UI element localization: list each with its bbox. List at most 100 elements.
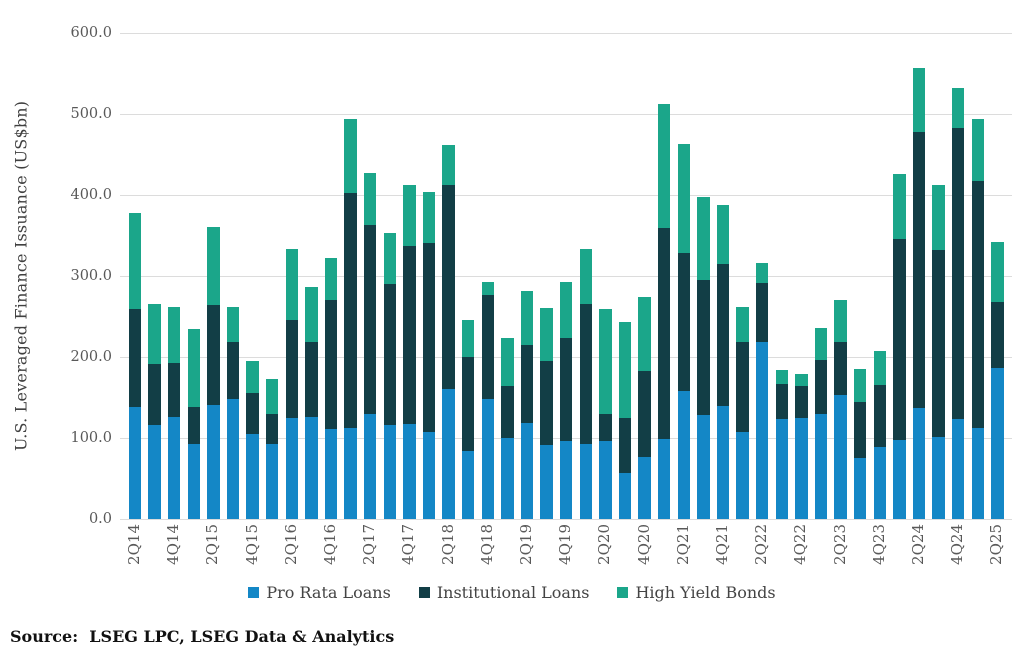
y-tick-label-600: 600.0	[70, 25, 112, 41]
segment-high-yield-bonds-4Q15	[246, 361, 259, 393]
legend: Pro Rata Loans Institutional Loans High Yi…	[0, 583, 1024, 602]
segment-institutional-loans-3Q22	[775, 383, 789, 420]
segment-pro-rata-loans-2Q21	[677, 391, 691, 519]
bar-4Q21	[716, 204, 730, 519]
legend-swatch-institutional-loans	[418, 587, 430, 598]
segment-high-yield-bonds-3Q15	[226, 306, 240, 343]
segment-pro-rata-loans-2Q23	[834, 395, 847, 519]
segment-pro-rata-loans-1Q23	[814, 413, 828, 519]
segment-pro-rata-loans-1Q20	[579, 443, 593, 519]
x-tick-label-2Q23: 2Q23	[830, 524, 849, 565]
segment-high-yield-bonds-2Q25	[991, 242, 1004, 302]
bar-3Q14	[148, 304, 161, 519]
segment-high-yield-bonds-2Q19	[520, 290, 534, 345]
bar-4Q16	[324, 258, 338, 519]
x-tick-label-4Q23: 4Q23	[869, 524, 888, 565]
segment-institutional-loans-1Q23	[814, 360, 828, 414]
segment-pro-rata-loans-3Q14	[148, 425, 161, 519]
x-tick-label-4Q20: 4Q20	[634, 524, 653, 565]
segment-institutional-loans-2Q17	[363, 225, 377, 414]
bar-3Q22	[775, 370, 789, 519]
segment-pro-rata-loans-4Q15	[246, 433, 259, 519]
bar-2Q17	[363, 173, 377, 519]
segment-institutional-loans-1Q25	[971, 181, 985, 429]
segment-pro-rata-loans-2Q16	[285, 417, 299, 519]
segment-high-yield-bonds-1Q19	[501, 337, 514, 387]
segment-high-yield-bonds-4Q16	[324, 258, 338, 300]
segment-pro-rata-loans-4Q16	[324, 429, 338, 519]
segment-high-yield-bonds-1Q20	[579, 249, 593, 305]
segment-pro-rata-loans-1Q25	[971, 428, 985, 519]
bar-2Q14	[128, 212, 142, 519]
segment-pro-rata-loans-4Q23	[873, 446, 887, 519]
segment-pro-rata-loans-4Q19	[559, 441, 573, 519]
bar-2Q25	[991, 242, 1004, 519]
segment-high-yield-bonds-4Q14	[167, 306, 181, 363]
segment-high-yield-bonds-3Q20	[618, 322, 632, 418]
segment-high-yield-bonds-3Q22	[775, 370, 789, 384]
segment-institutional-loans-1Q24	[893, 238, 906, 440]
segment-institutional-loans-2Q14	[128, 309, 142, 408]
segment-pro-rata-loans-4Q20	[638, 456, 651, 519]
segment-pro-rata-loans-3Q16	[305, 416, 318, 519]
y-tick-label-300: 300.0	[70, 268, 112, 284]
segment-pro-rata-loans-3Q15	[226, 399, 240, 519]
segment-pro-rata-loans-3Q24	[932, 437, 945, 519]
x-tick-label-2Q14: 2Q14	[125, 524, 143, 565]
segment-institutional-loans-1Q18	[422, 242, 436, 432]
bar-4Q24	[951, 88, 965, 519]
segment-pro-rata-loans-4Q17	[403, 424, 416, 519]
segment-pro-rata-loans-3Q23	[853, 458, 867, 519]
x-tick-label-4Q14: 4Q14	[164, 524, 183, 565]
segment-pro-rata-loans-1Q16	[265, 443, 279, 519]
bar-1Q24	[893, 173, 906, 519]
segment-pro-rata-loans-4Q18	[481, 399, 495, 519]
x-tick-label-4Q21: 4Q21	[713, 524, 731, 565]
x-tick-label-4Q18: 4Q18	[477, 524, 496, 565]
segment-high-yield-bonds-2Q24	[912, 67, 926, 132]
bar-2Q22	[755, 263, 769, 519]
segment-institutional-loans-3Q17	[383, 284, 397, 425]
bar-3Q18	[461, 319, 475, 519]
segment-high-yield-bonds-3Q17	[383, 233, 397, 285]
segment-institutional-loans-2Q20	[599, 413, 612, 442]
plot-area	[120, 32, 1012, 520]
segment-pro-rata-loans-1Q18	[422, 431, 436, 519]
segment-high-yield-bonds-4Q20	[638, 297, 651, 371]
bar-4Q18	[481, 282, 495, 519]
legend-swatch-high-yield-bonds	[617, 587, 629, 598]
x-tick-label-4Q17: 4Q17	[399, 524, 418, 565]
segment-institutional-loans-1Q20	[579, 304, 593, 444]
segment-pro-rata-loans-1Q22	[736, 432, 749, 519]
x-tick-label-2Q22: 2Q22	[752, 524, 771, 565]
bar-3Q19	[540, 307, 553, 519]
bar-4Q22	[795, 373, 808, 519]
source-note: Source: LSEG LPC, LSEG Data & Analytics	[10, 627, 395, 646]
segment-institutional-loans-2Q19	[520, 344, 534, 423]
segment-pro-rata-loans-4Q21	[716, 406, 730, 519]
legend-item-pro-rata-loans: Pro Rata Loans	[248, 583, 391, 602]
x-tick-label-2Q24: 2Q24	[909, 524, 927, 565]
bar-1Q21	[657, 104, 671, 519]
x-tick-label-2Q20: 2Q20	[595, 524, 614, 565]
segment-institutional-loans-1Q16	[265, 413, 279, 444]
segment-high-yield-bonds-3Q18	[461, 319, 475, 357]
segment-institutional-loans-4Q19	[559, 338, 573, 442]
segment-pro-rata-loans-1Q15	[187, 443, 201, 519]
segment-pro-rata-loans-3Q17	[383, 425, 397, 519]
segment-pro-rata-loans-3Q18	[461, 451, 475, 519]
legend-label-high-yield-bonds: High Yield Bonds	[635, 583, 776, 602]
segment-institutional-loans-1Q17	[344, 192, 357, 429]
segment-institutional-loans-4Q16	[324, 299, 338, 430]
segment-institutional-loans-4Q21	[716, 263, 730, 407]
bar-4Q17	[403, 185, 416, 519]
segment-high-yield-bonds-2Q23	[834, 299, 847, 342]
bar-2Q15	[207, 227, 220, 519]
segment-high-yield-bonds-2Q20	[599, 309, 612, 414]
y-tick-label-0: 0.0	[88, 511, 112, 527]
segment-pro-rata-loans-2Q18	[442, 389, 455, 519]
y-tick-label-100: 100.0	[70, 430, 112, 446]
segment-high-yield-bonds-3Q19	[540, 307, 553, 362]
bar-4Q23	[873, 351, 887, 519]
